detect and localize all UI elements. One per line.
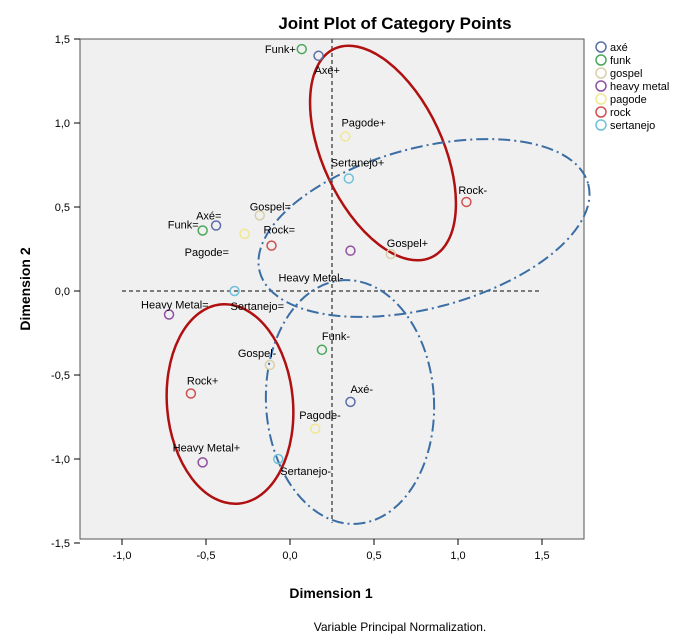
point-Axé=: [210, 220, 222, 231]
point-Funk-: [316, 344, 328, 356]
point-Pagode+: [340, 131, 351, 142]
footnote: Variable Principal Normalization.: [314, 620, 487, 634]
legend-entry-funk: funk: [610, 55, 631, 67]
point-Funk=: [197, 225, 208, 236]
point-Axé+: [313, 50, 324, 62]
label-Axé+: Axé+: [315, 65, 340, 77]
y-tick-label: -1,0: [51, 454, 70, 466]
label-Heavy Metal+: Heavy Metal+: [173, 442, 241, 454]
legend-entry-pagode: pagode: [610, 94, 647, 106]
x-axis-ticks: -1,0 -0,5 0,0 0,5 1,0 1,5: [113, 539, 550, 562]
label-Pagode=: Pagode=: [185, 247, 229, 259]
red-ellipse-upper: [308, 44, 458, 262]
annotation-ellipses: [165, 44, 591, 525]
x-tick-label: -0,5: [197, 550, 216, 562]
legend-marker-sertanejo: [595, 119, 607, 131]
point-Pagode=: [239, 228, 250, 240]
label-Funk+: Funk+: [265, 44, 296, 56]
label-Axé=: Axé=: [196, 210, 221, 222]
legend-marker-gospel: [595, 67, 607, 79]
legend-marker-rock: [595, 106, 607, 118]
legend-entry-heavy metal: heavy metal: [610, 81, 669, 93]
legend-entry-gospel: gospel: [610, 68, 642, 80]
point-Rock+: [185, 388, 197, 399]
label-Rock-: Rock-: [458, 185, 487, 197]
x-tick-label: 0,0: [282, 550, 297, 562]
label-Funk=: Funk=: [168, 220, 199, 232]
legend-marker-axé: [595, 41, 607, 53]
label-Rock+: Rock+: [187, 375, 219, 387]
point-Sertanejo+: [343, 173, 355, 184]
label-Gospel+: Gospel+: [387, 238, 428, 250]
label-Pagode+: Pagode+: [341, 117, 385, 129]
point-Heavy Metal+: [197, 457, 208, 468]
point-Pagode-: [309, 423, 321, 435]
x-tick-label: 0,5: [366, 550, 381, 562]
label-Gospel=: Gospel=: [250, 201, 291, 213]
y-axis-title: Dimension 2: [17, 247, 33, 330]
blue-dashdot-ellipse-right: [257, 138, 591, 318]
legend-marker-funk: [595, 54, 607, 66]
label-Sertanejo-: Sertanejo-: [280, 466, 331, 478]
y-tick-label: 0,0: [55, 286, 70, 298]
chart-title: Joint Plot of Category Points: [278, 14, 511, 33]
y-tick-label: 0,5: [55, 202, 70, 214]
reference-lines: [122, 39, 542, 523]
blue-dashdot-ellipse-bottom: [264, 279, 436, 525]
x-tick-label: 1,0: [450, 550, 465, 562]
point-Sertanejo=: [229, 285, 240, 297]
legend-marker-heavy metal: [595, 80, 607, 92]
point-Sertanejo-: [272, 453, 284, 465]
label-Sertanejo=: Sertanejo=: [231, 301, 285, 313]
point-Rock=: [266, 240, 277, 251]
x-axis-title: Dimension 1: [289, 585, 372, 601]
y-tick-label: 1,5: [55, 34, 70, 46]
y-tick-label: -1,5: [51, 538, 70, 550]
point-Gospel+: [385, 248, 397, 260]
legend-marker-pagode: [595, 93, 607, 105]
label-Heavy Metal=: Heavy Metal=: [141, 300, 209, 312]
point-Funk+: [296, 43, 308, 55]
label-Gospel-: Gospel-: [238, 348, 277, 360]
label-Sertanejo+: Sertanejo+: [331, 157, 385, 169]
legend-entry-axé: axé: [610, 42, 628, 54]
label-Pagode-: Pagode-: [299, 410, 341, 422]
point-Gospel=: [254, 210, 266, 221]
y-tick-label: -0,5: [51, 370, 70, 382]
point-Heavy Metal=: [163, 309, 175, 320]
y-axis-ticks: 1,5 1,0 0,5 0,0 -0,5 -1,0 -1,5: [51, 34, 80, 550]
legend-entry-sertanejo: sertanejo: [610, 120, 655, 132]
point-Rock-: [461, 196, 472, 208]
plot-area: [79, 38, 585, 540]
legend-entry-rock: rock: [610, 107, 631, 119]
point-labels: Axé+ Axé= Axé- Funk+ Funk= Funk- Gospel+ Gospel…: [141, 44, 487, 478]
label-Rock=: Rock=: [264, 225, 296, 237]
data-points: [163, 43, 472, 468]
x-tick-label: 1,5: [534, 550, 549, 562]
y-tick-label: 1,0: [55, 118, 70, 130]
point-Heavy Metal-: [345, 245, 356, 256]
point-Gospel-: [264, 359, 276, 371]
x-tick-label: -1,0: [113, 550, 132, 562]
label-Funk-: Funk-: [322, 331, 350, 343]
point-Axé-: [345, 396, 356, 408]
label-Heavy Metal-: Heavy Metal-: [278, 273, 343, 285]
label-Axé-: Axé-: [350, 384, 373, 396]
